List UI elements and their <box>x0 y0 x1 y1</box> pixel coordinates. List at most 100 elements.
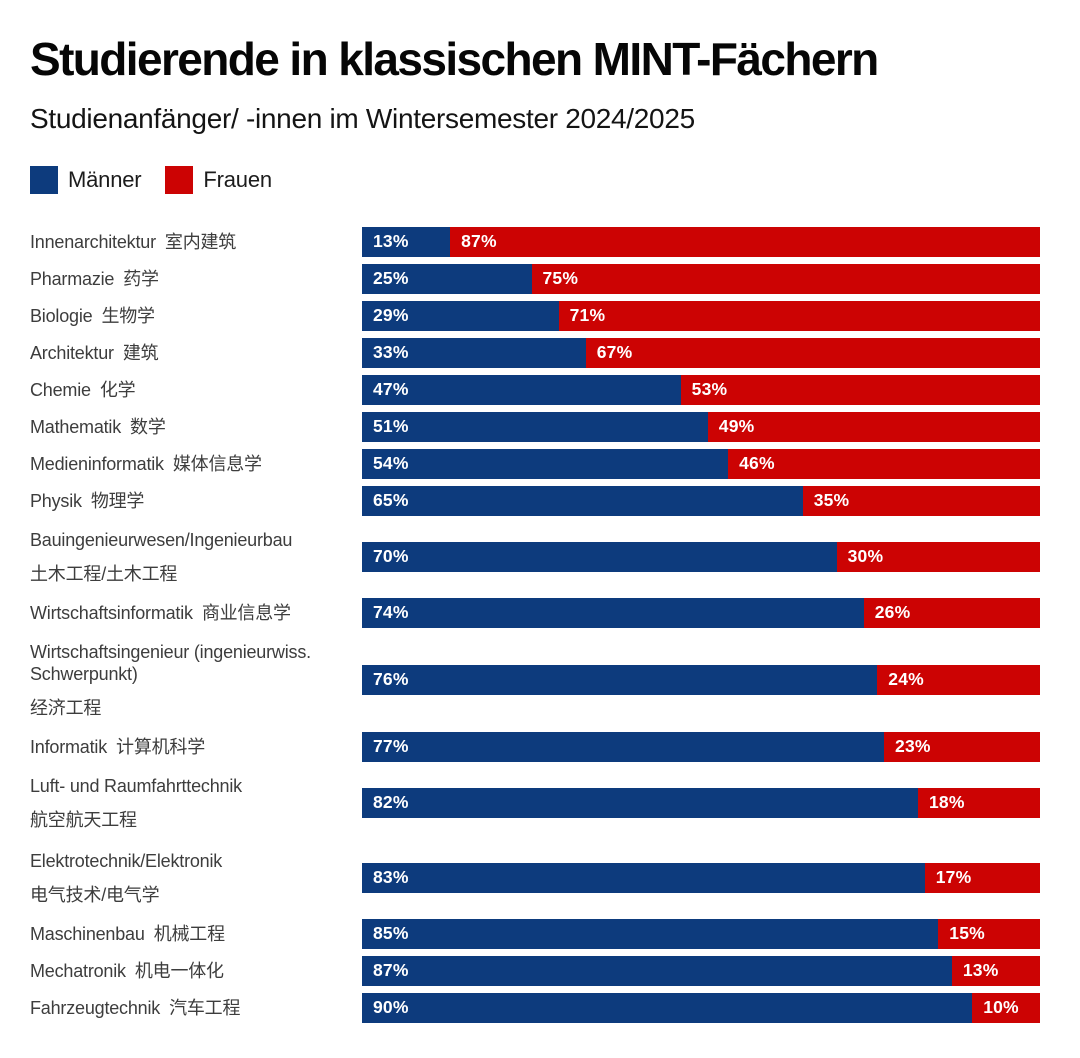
category-label-german: Architektur <box>30 342 114 363</box>
stacked-bar: 13% 87% <box>362 226 1040 257</box>
women-bar-segment: 24% <box>877 664 1040 695</box>
men-value-label: 77% <box>373 736 409 757</box>
women-bar-segment: 17% <box>924 862 1040 893</box>
women-bar-segment: 49% <box>707 411 1040 442</box>
men-value-label: 82% <box>373 792 409 813</box>
category-label: Medieninformatik 媒体信息学 <box>30 453 362 475</box>
men-value-label: 85% <box>373 923 409 944</box>
men-bar-segment: 83% <box>362 862 925 893</box>
category-label-chinese: 计算机科学 <box>116 736 206 757</box>
category-label-german: Innenarchitektur <box>30 231 156 252</box>
men-bar-segment: 85% <box>362 918 939 949</box>
women-value-label: 75% <box>542 268 579 289</box>
category-label-german: Chemie <box>30 379 91 400</box>
category-label-german: Physik <box>30 490 82 511</box>
chart-row: Architektur 建筑 33% 67% <box>30 337 1040 368</box>
men-value-label: 25% <box>373 268 409 289</box>
legend-swatch-women <box>165 165 194 194</box>
category-label-german: Elektrotechnik/Elektronik <box>30 850 223 871</box>
men-bar-segment: 51% <box>362 411 708 442</box>
women-value-label: 71% <box>569 305 606 326</box>
chart-row: Maschinenbau 机械工程 85% 15% <box>30 918 1040 949</box>
women-bar-segment: 30% <box>836 541 1040 572</box>
infographic: Studierende in klassischen MINT-Fächern … <box>30 33 1040 1023</box>
legend-item-men: Männer <box>30 165 142 194</box>
women-bar-segment: 53% <box>680 374 1040 405</box>
legend-item-women: Frauen <box>165 165 272 194</box>
men-bar-segment: 76% <box>362 664 878 695</box>
category-label-chinese: 化学 <box>99 379 136 400</box>
men-bar-segment: 87% <box>362 955 952 986</box>
chart-row: Mathematik 数学 51% 49% <box>30 411 1040 442</box>
men-bar-segment: 33% <box>362 337 586 368</box>
men-bar-segment: 77% <box>362 731 885 762</box>
category-label-chinese: 媒体信息学 <box>172 453 262 474</box>
men-bar-segment: 90% <box>362 992 973 1023</box>
chart-row: Wirtschaftsingenieur (ingenieurwiss. Sch… <box>30 641 1040 719</box>
category-label-german: Mechatronik <box>30 960 126 981</box>
chart-row: Wirtschaftsinformatik 商业信息学 74% 26% <box>30 597 1040 628</box>
stacked-bar: 33% 67% <box>362 337 1040 368</box>
men-bar-segment: 47% <box>362 374 681 405</box>
men-bar-segment: 25% <box>362 263 532 294</box>
men-bar-segment: 82% <box>362 787 918 818</box>
women-value-label: 49% <box>718 416 755 437</box>
category-label: Pharmazie 药学 <box>30 268 362 290</box>
chart-row: Elektrotechnik/Elektronik 电气技术/电气学 83% 17% <box>30 850 1040 906</box>
men-bar-segment: 65% <box>362 485 803 516</box>
men-bar-segment: 74% <box>362 597 864 628</box>
women-value-label: 15% <box>949 923 985 944</box>
men-value-label: 74% <box>373 602 409 623</box>
chart-row: Bauingenieurwesen/Ingenieurbau 土木工程/土木工程 7… <box>30 529 1040 585</box>
category-label: Chemie 化学 <box>30 379 362 401</box>
women-bar-segment: 10% <box>972 992 1040 1023</box>
category-label-german: Luft- und Raumfahrttechnik <box>30 775 242 796</box>
women-bar-segment: 18% <box>917 787 1040 818</box>
women-value-label: 46% <box>739 453 775 474</box>
women-value-label: 17% <box>935 867 972 888</box>
category-label: Fahrzeugtechnik 汽车工程 <box>30 997 362 1019</box>
women-bar-segment: 26% <box>863 597 1040 628</box>
chart-row: Pharmazie 药学 25% 75% <box>30 263 1040 294</box>
women-bar-segment: 35% <box>802 485 1040 516</box>
category-label: Elektrotechnik/Elektronik 电气技术/电气学 <box>30 850 362 906</box>
men-value-label: 83% <box>373 867 409 888</box>
category-label-chinese: 生物学 <box>101 305 155 326</box>
stacked-bar: 77% 23% <box>362 731 1040 762</box>
category-label-chinese: 土木工程/土木工程 <box>30 563 178 584</box>
women-bar-segment: 75% <box>531 263 1040 294</box>
men-value-label: 54% <box>373 453 409 474</box>
page-subtitle: Studienanfänger/ -innen im Wintersemeste… <box>30 102 695 134</box>
women-value-label: 26% <box>874 602 911 623</box>
stacked-bar: 90% 10% <box>362 992 1040 1023</box>
men-value-label: 33% <box>373 342 409 363</box>
chart-row: Innenarchitektur 室内建筑 13% 87% <box>30 226 1040 257</box>
category-label-german: Medieninformatik <box>30 453 164 474</box>
stacked-bar: 83% 17% <box>362 862 1040 893</box>
chart-row: Mechatronik 机电一体化 87% 13% <box>30 955 1040 986</box>
women-value-label: 13% <box>962 960 999 981</box>
stacked-bar: 65% 35% <box>362 485 1040 516</box>
stacked-bar: 87% 13% <box>362 955 1040 986</box>
category-label: Wirtschaftsinformatik 商业信息学 <box>30 602 362 624</box>
women-bar-segment: 87% <box>450 226 1040 257</box>
category-label-german: Mathematik <box>30 416 122 437</box>
men-value-label: 47% <box>373 379 409 400</box>
men-value-label: 51% <box>373 416 409 437</box>
category-label-chinese: 药学 <box>123 268 159 289</box>
category-label-chinese: 机械工程 <box>153 923 225 944</box>
legend-label: Männer <box>68 166 142 192</box>
women-bar-segment: 23% <box>884 731 1040 762</box>
men-bar-segment: 70% <box>362 541 837 572</box>
women-value-label: 67% <box>596 342 633 363</box>
chart-row: Informatik 计算机科学 77% 23% <box>30 731 1040 762</box>
category-label: Mathematik 数学 <box>30 416 362 438</box>
chart-row: Fahrzeugtechnik 汽车工程 90% 10% <box>30 992 1040 1023</box>
category-label-german: Fahrzeugtechnik <box>30 997 161 1018</box>
page-title: Studierende in klassischen MINT-Fächern <box>30 33 879 85</box>
stacked-bar: 85% 15% <box>362 918 1040 949</box>
stacked-bar: 76% 24% <box>362 664 1040 695</box>
legend-swatch-men <box>30 165 58 194</box>
category-label-german: Informatik <box>30 736 108 757</box>
category-label-chinese: 经济工程 <box>30 697 102 718</box>
